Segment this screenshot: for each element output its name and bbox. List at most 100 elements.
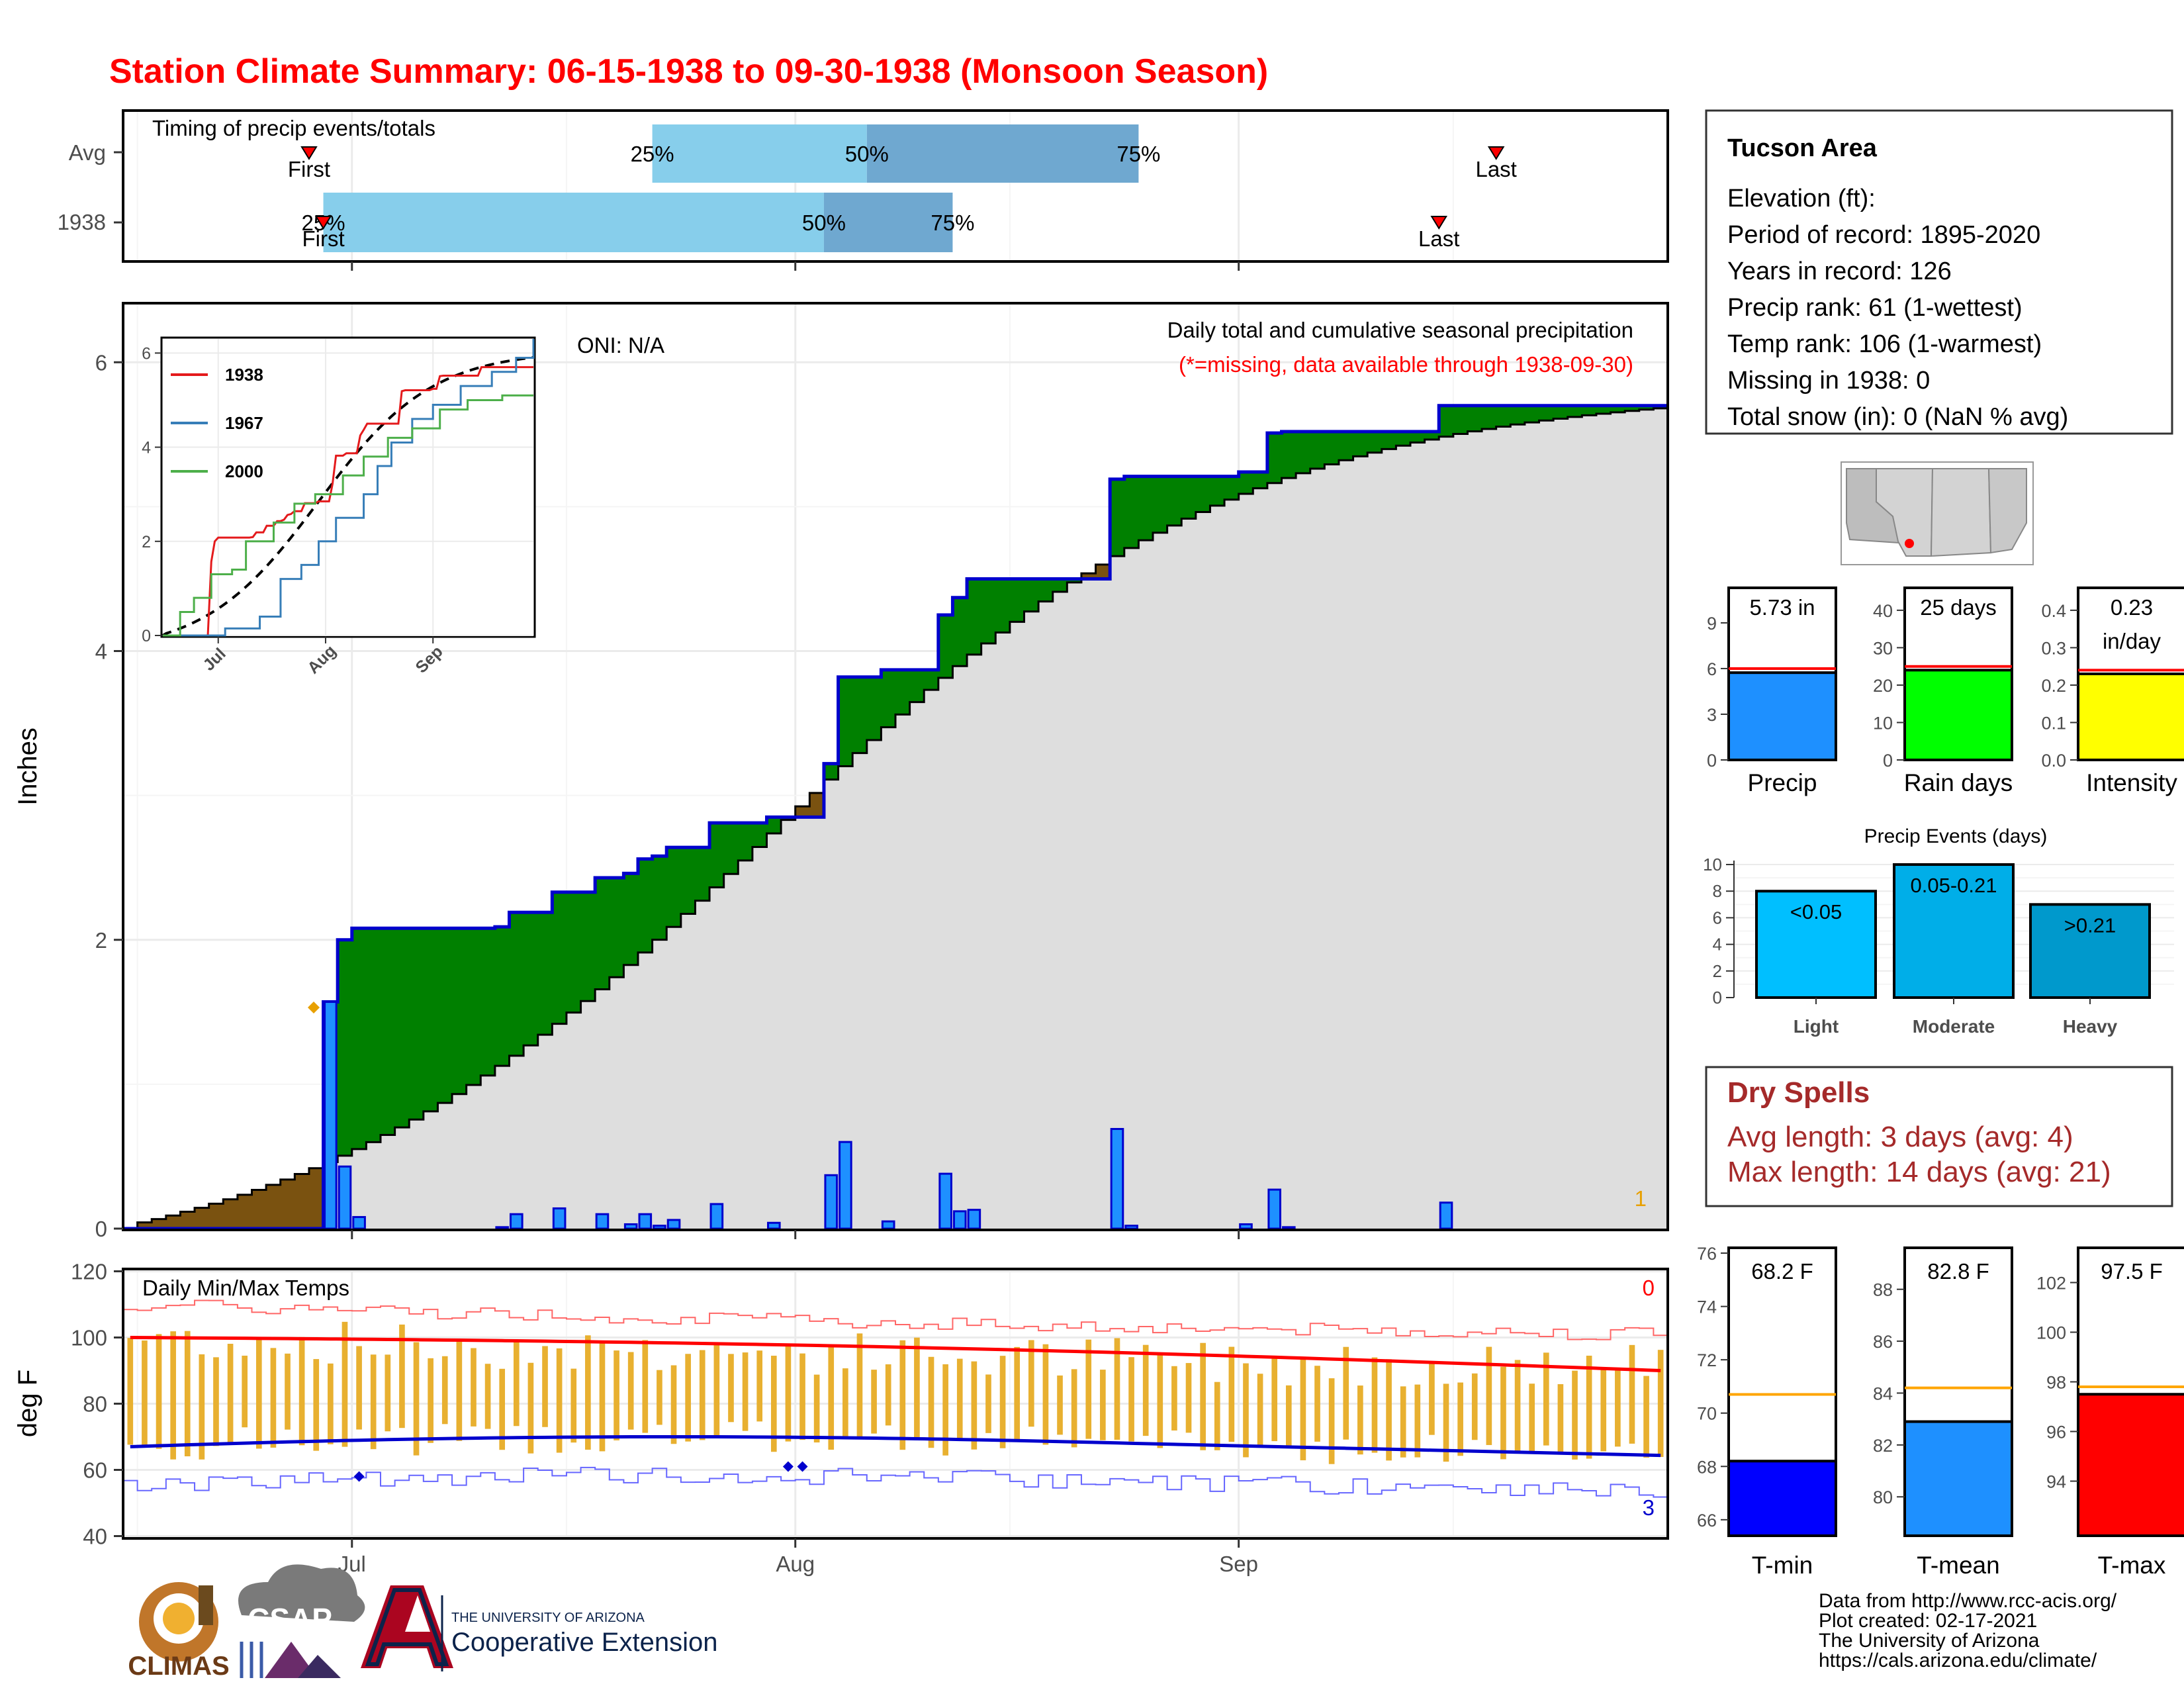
daily-temp-bar — [1371, 1357, 1378, 1453]
dry-spells-avg: Avg length: 3 days (avg: 4) — [1727, 1121, 2073, 1153]
precip-y-tick-label: 4 — [95, 639, 107, 664]
surplus-area — [1467, 405, 1482, 432]
dry-spells-box: Dry Spells Avg length: 3 days (avg: 4) M… — [1705, 1066, 2173, 1207]
surplus-area — [1296, 431, 1311, 473]
temp-count-low: 3 — [1643, 1495, 1655, 1520]
locator-map — [1841, 461, 2034, 565]
temp-summary-y-tick-label: 94 — [2046, 1472, 2066, 1492]
station-location-dot — [1905, 539, 1914, 548]
daily-temp-bar — [1157, 1355, 1163, 1448]
daily-temp-bar — [1285, 1385, 1292, 1448]
daily-temp-bar — [1543, 1352, 1549, 1446]
first-event-marker — [300, 146, 318, 160]
surplus-area — [1510, 405, 1525, 425]
summary-bar-name: Rain days — [1904, 769, 2013, 796]
daily-temp-bar — [756, 1350, 763, 1422]
surplus-area — [1038, 579, 1054, 602]
inset-2000-line — [163, 394, 533, 637]
surplus-area — [1539, 405, 1554, 421]
temp-summary-y-tick-label: 98 — [2046, 1373, 2066, 1393]
daily-temp-bar — [542, 1346, 548, 1427]
temp-y-tick-label: 120 — [71, 1260, 107, 1284]
surplus-area — [1110, 479, 1125, 557]
temp-summary-y-tick-label: 96 — [2046, 1423, 2066, 1442]
dry-spells-title: Dry Spells — [1727, 1076, 1870, 1109]
daily-temp-bar — [227, 1343, 234, 1442]
surplus-area — [552, 892, 567, 1024]
daily-temp-bar — [242, 1355, 248, 1428]
daily-temp-bar — [1500, 1366, 1506, 1460]
precip-event-category: Light — [1794, 1016, 1839, 1037]
surplus-area — [666, 847, 682, 927]
surplus-area — [1009, 579, 1025, 622]
daily-temp-bar — [156, 1334, 162, 1449]
surplus-area — [1324, 431, 1340, 465]
daily-temp-bar — [828, 1346, 835, 1450]
surplus-area — [1167, 476, 1182, 526]
surplus-area — [381, 928, 396, 1135]
daily-temp-bar — [742, 1352, 749, 1431]
surplus-area — [766, 817, 782, 834]
temp-count-high: 0 — [1643, 1276, 1655, 1300]
daily-temp-bar — [1586, 1355, 1592, 1459]
daily-temp-bar — [1443, 1383, 1449, 1462]
climas-logo-text: CLIMAS — [128, 1652, 229, 1681]
temp-summary-y-tick-label: 72 — [1697, 1350, 1717, 1370]
daily-temp-bar — [1071, 1369, 1077, 1448]
summary-y-tick-label: 0 — [1707, 751, 1717, 771]
summary-y-tick-label: 0.1 — [2041, 713, 2066, 733]
surplus-area — [1424, 431, 1439, 440]
daily-precip-bar — [510, 1213, 523, 1230]
daily-temp-bar — [1643, 1376, 1649, 1458]
deficit-area — [208, 1203, 224, 1229]
inset-avg-line — [161, 355, 534, 637]
surplus-area — [723, 823, 739, 874]
summary-y-tick-label: 0.3 — [2041, 638, 2066, 658]
deficit-area — [266, 1184, 281, 1229]
surplus-area — [537, 912, 553, 1035]
summary-y-tick-label: 0.4 — [2041, 601, 2066, 621]
surplus-area — [1181, 476, 1197, 519]
surplus-area — [895, 669, 911, 715]
daily-temp-bar — [670, 1365, 677, 1444]
daily-temp-bar — [928, 1356, 934, 1448]
precip-event-value-label: <0.05 — [1790, 900, 1842, 923]
surplus-area — [1052, 579, 1068, 592]
daily-temp-bar — [428, 1358, 433, 1443]
daily-temp-bar — [1214, 1382, 1220, 1450]
inset-1967-line — [163, 339, 535, 637]
summary-bar-value — [2077, 673, 2184, 761]
temp-summary-value — [1727, 1460, 1837, 1537]
station-info-line: Elevation (ft): — [1727, 185, 1876, 212]
events-y-tick-label: 2 — [1713, 961, 1722, 981]
daily-temp-bar — [142, 1340, 148, 1446]
summary-bar-value-label-2: in/day — [2103, 629, 2161, 653]
daily-temp-bar — [1471, 1373, 1478, 1440]
surplus-area — [1439, 405, 1454, 437]
summary-y-tick-label: 30 — [1873, 638, 1893, 658]
temp-summary-value — [2077, 1393, 2184, 1537]
surplus-area — [566, 892, 582, 1013]
precip-event-bar — [1755, 890, 1877, 999]
daily-temp-bar — [255, 1338, 262, 1449]
daily-precip-bar — [1282, 1226, 1296, 1230]
normal-cumulative-area — [123, 408, 1668, 1229]
surplus-area — [452, 928, 467, 1094]
deficit-area — [795, 806, 810, 818]
daily-precip-bar — [495, 1226, 510, 1230]
normal-cumulative-line — [123, 407, 1668, 1230]
last-event-marker — [1430, 216, 1448, 230]
surplus-area — [609, 877, 624, 978]
daily-temp-bar — [1057, 1375, 1063, 1435]
surplus-area — [523, 912, 539, 1046]
timing-bar-25-50 — [323, 193, 824, 252]
summary-y-tick-label: 0.0 — [2041, 751, 2066, 771]
surplus-area — [1024, 579, 1039, 612]
daily-temp-bar — [313, 1359, 320, 1451]
oni-label: ONI: N/A — [577, 333, 664, 357]
inset-legend-label: 1938 — [225, 365, 263, 385]
precip-y-tick-label: 6 — [95, 350, 107, 375]
surplus-area — [1524, 405, 1540, 423]
csap-logo: CSAP — [238, 1564, 365, 1678]
daily-temp-bar — [1615, 1370, 1621, 1447]
